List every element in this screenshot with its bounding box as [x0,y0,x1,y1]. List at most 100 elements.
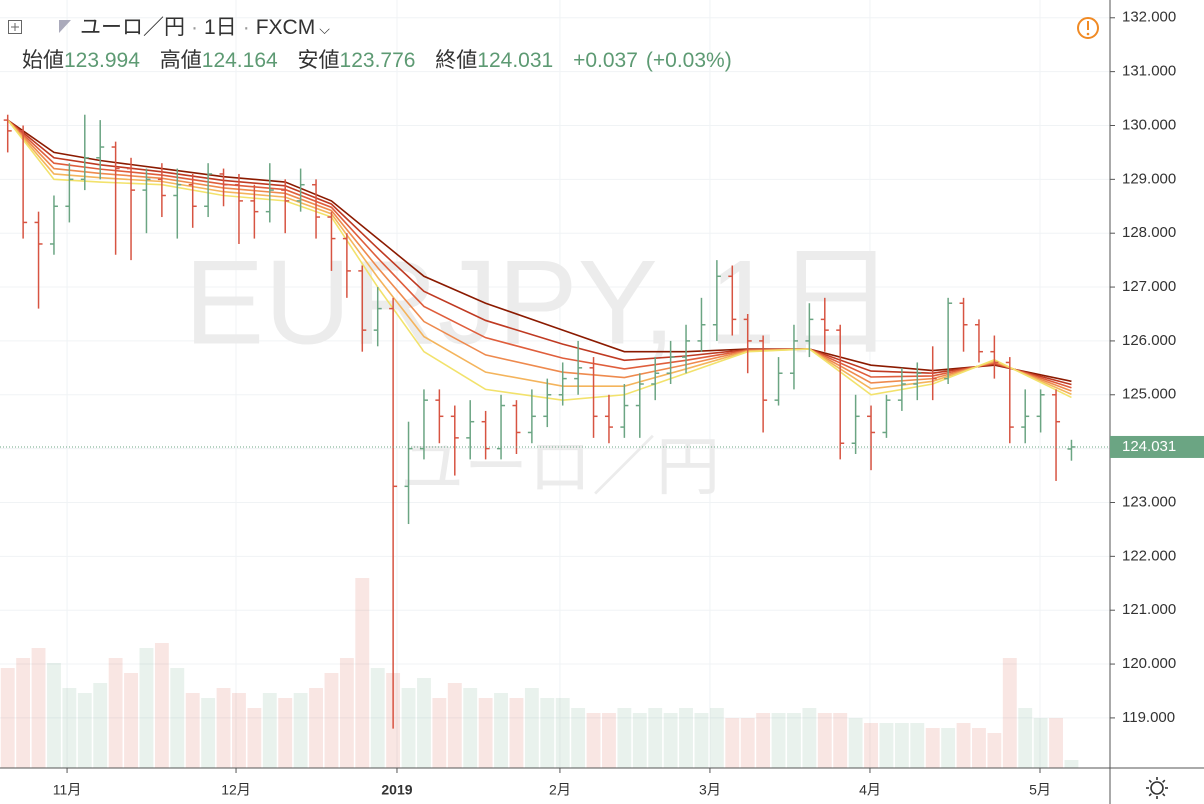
volume-bar [293,693,308,768]
volume-bar [278,698,293,768]
volume-bar [47,663,61,768]
volume-bar [0,668,15,768]
y-tick-label: 130.000 [1122,116,1176,133]
volume-bar [648,708,663,768]
last-price-label: 124.031 [1122,438,1176,455]
header-line-2: 始値123.994 高値124.164 安値123.776 終値124.031 … [22,45,746,77]
volume-bar [77,693,92,768]
volume-bar [16,658,31,768]
volume-bar [941,728,956,768]
volume-bar [478,698,493,768]
last-price-box [1110,435,1204,458]
x-tick-label: 11月 [53,782,82,798]
close-value: 124.031 [477,49,554,72]
volume-bar [216,688,231,768]
volume-bar [817,713,832,768]
y-tick-label: 119.000 [1122,709,1175,726]
volume-bar [540,698,555,768]
volume-bar [864,723,878,768]
volume-bar [370,668,385,768]
volume-bar [185,693,200,768]
volume-bar [555,698,570,768]
volume-bar [432,698,447,768]
x-tick-label: 3月 [699,782,721,798]
symbol[interactable]: ユーロ／円 [80,16,185,39]
y-tick-label: 132.000 [1122,9,1176,26]
volume-bar [617,708,632,768]
volume-bar [925,728,940,768]
volume-bar [524,688,539,768]
settings-icon[interactable] [1146,777,1168,799]
volume-bar [679,708,693,768]
x-tick-label: 5月 [1029,782,1051,798]
volume-bar [894,723,909,768]
volume-bar [339,658,354,768]
y-tick-label: 131.000 [1122,63,1176,80]
header-line-1: ユーロ／円 · 1日 · FXCM ⌵ [80,16,330,39]
y-tick-label: 125.000 [1122,386,1176,403]
volume-bar [740,718,755,768]
volume-bar [124,673,138,768]
volume [0,578,1079,768]
volume-bar [1049,718,1063,768]
x-tick-label: 2月 [549,782,571,798]
y-tick-label: 126.000 [1122,332,1176,349]
price-bars [3,114,1076,729]
header: ユーロ／円 · 1日 · FXCM ⌵ 始値123.994 高値124.164 安値123… [6,12,746,77]
alert-icon[interactable] [1077,17,1099,39]
volume-bar [170,668,185,768]
volume-bar [663,713,678,768]
symbol-menu-icon[interactable] [8,20,22,34]
volume-bar [571,708,586,768]
volume-bar [62,688,77,768]
volume-bar [694,713,709,768]
axes: 119.000 120.000 121.000 122.000 123.000 124.0… [0,9,1204,798]
volume-bar [848,718,863,768]
flag-icon [59,20,71,33]
volume-bar [632,713,647,768]
watermark: EURJPY, 1日 [184,236,895,370]
source[interactable]: FXCM [255,16,316,39]
close-label: 終値 [435,49,478,72]
y-tick-label: 123.000 [1122,493,1176,510]
volume-bar [247,708,262,768]
volume-bar [108,658,123,768]
volume-bar [586,713,601,768]
grid [0,0,1110,768]
x-tick-label: 4月 [859,782,881,798]
open-value: 123.994 [64,49,140,72]
y-tick-label: 120.000 [1122,655,1176,672]
volume-bar [401,688,416,768]
volume-bar [447,683,462,768]
volume-bar [709,708,724,768]
volume-bar [756,713,771,768]
watermark-sub: ユーロ／円 [400,431,720,503]
volume-bar [463,688,478,768]
volume-bar [494,693,508,768]
low-value: 123.776 [339,49,416,72]
volume-bar [987,733,1002,768]
interval[interactable]: 1日 [204,16,237,39]
high-label: 高値 [159,49,202,72]
y-tick-label: 129.000 [1122,170,1176,187]
volume-bar [725,718,740,768]
volume-bar [262,693,277,768]
volume-bar [201,698,216,768]
volume-bar [972,728,986,768]
volume-bar [802,708,817,768]
volume-bar [787,713,801,768]
volume-bar [324,673,339,768]
volume-bar [31,648,46,768]
volume-bar [879,723,894,768]
volume-bar [309,688,323,768]
change-pct: (+0.03%) [645,49,732,72]
volume-bar [417,678,431,768]
volume-bar [956,723,971,768]
low-label: 安値 [297,49,340,72]
y-tick-label: 128.000 [1122,224,1176,241]
y-tick-label: 121.000 [1122,601,1176,618]
y-tick-label: 122.000 [1122,547,1176,564]
x-tick-label: 2019 [381,782,412,798]
